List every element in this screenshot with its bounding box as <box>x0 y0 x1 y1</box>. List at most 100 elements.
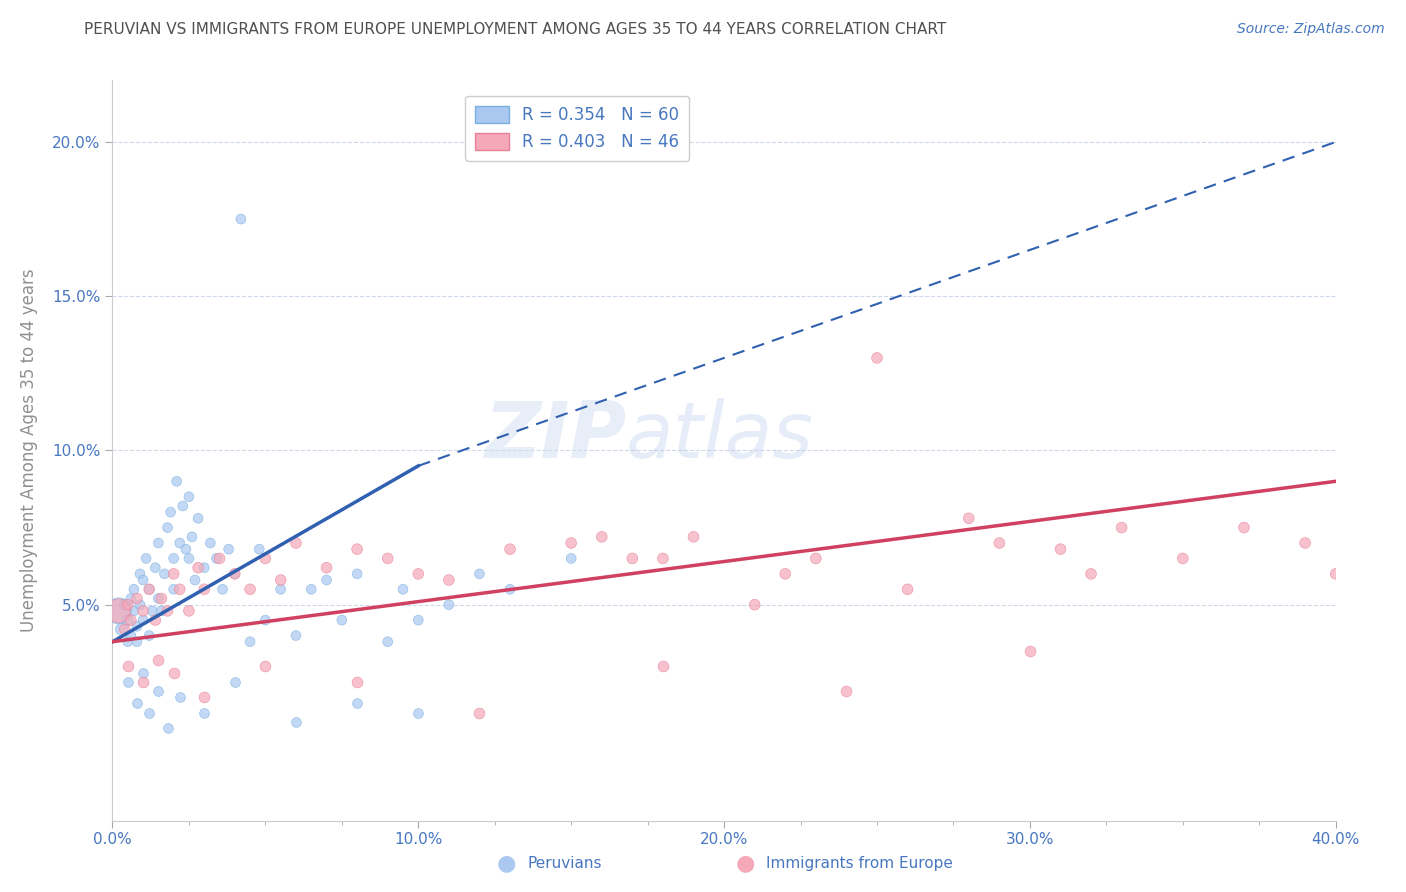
Point <box>330 613 353 627</box>
Point <box>150 604 173 618</box>
Point <box>437 573 460 587</box>
Point <box>169 690 191 705</box>
Point <box>377 551 399 566</box>
Point <box>560 536 582 550</box>
Point <box>150 591 173 606</box>
Point <box>148 536 170 550</box>
Point <box>117 674 139 689</box>
Point <box>270 582 292 597</box>
Point <box>205 551 228 566</box>
Point <box>163 551 186 566</box>
Point <box>169 536 191 550</box>
Point <box>224 566 246 581</box>
Point <box>117 659 139 673</box>
Point <box>172 499 194 513</box>
Point <box>132 665 155 680</box>
Point <box>897 582 920 597</box>
Text: atlas: atlas <box>626 398 814 474</box>
Point <box>129 566 152 581</box>
Point <box>284 536 308 550</box>
Point <box>132 674 155 689</box>
Point <box>129 598 152 612</box>
Point <box>177 490 200 504</box>
Point <box>392 582 415 597</box>
Point <box>193 706 215 720</box>
Point <box>177 551 200 566</box>
Point <box>346 697 368 711</box>
Point <box>184 573 207 587</box>
Point <box>682 530 704 544</box>
Point <box>254 551 277 566</box>
Point <box>621 551 644 566</box>
Point <box>1171 551 1194 566</box>
Point <box>224 674 246 689</box>
Point <box>159 505 181 519</box>
Point <box>125 591 148 606</box>
Point <box>138 628 160 642</box>
Point <box>132 573 155 587</box>
Point <box>499 582 522 597</box>
Point <box>107 604 129 618</box>
Point <box>377 634 399 648</box>
Point <box>122 582 145 597</box>
Point <box>775 566 797 581</box>
Point <box>211 582 233 597</box>
Point <box>143 613 166 627</box>
Point <box>315 573 337 587</box>
Point <box>346 542 368 557</box>
Point <box>284 628 308 642</box>
Point <box>866 351 889 365</box>
Point <box>148 653 170 667</box>
Point <box>117 634 139 648</box>
Point <box>284 714 308 729</box>
Point <box>125 619 148 633</box>
Point <box>254 659 277 673</box>
Point <box>346 566 368 581</box>
Point <box>218 542 240 557</box>
Point <box>120 591 142 606</box>
Point <box>148 684 170 698</box>
Point <box>125 697 148 711</box>
Point <box>156 520 179 534</box>
Point <box>187 560 209 574</box>
Point <box>229 212 252 227</box>
Point <box>591 530 613 544</box>
Point <box>141 604 163 618</box>
Point <box>120 628 142 642</box>
Point <box>143 560 166 574</box>
Point <box>107 604 129 618</box>
Point <box>652 659 675 673</box>
Point <box>148 591 170 606</box>
Point <box>163 566 186 581</box>
Point <box>270 573 292 587</box>
Point <box>125 634 148 648</box>
Point <box>193 690 215 705</box>
Point <box>254 613 277 627</box>
Point <box>169 582 191 597</box>
Point <box>200 536 222 550</box>
Point <box>117 613 139 627</box>
Point <box>111 623 134 637</box>
Point <box>156 721 179 735</box>
Point <box>560 551 582 566</box>
Point <box>114 623 136 637</box>
Point <box>132 604 155 618</box>
Point <box>224 566 246 581</box>
Point <box>299 582 322 597</box>
Point <box>153 566 176 581</box>
Point <box>652 551 675 566</box>
Y-axis label: Unemployment Among Ages 35 to 44 years: Unemployment Among Ages 35 to 44 years <box>21 268 38 632</box>
Point <box>163 665 186 680</box>
Point <box>135 551 157 566</box>
Text: Peruvians: Peruvians <box>527 856 602 871</box>
Point <box>187 511 209 525</box>
Point <box>346 674 368 689</box>
Point <box>408 706 430 720</box>
Point <box>138 582 160 597</box>
Point <box>114 598 136 612</box>
Point <box>1233 520 1256 534</box>
Point <box>315 560 337 574</box>
Point <box>835 684 858 698</box>
Point <box>166 475 188 489</box>
Point <box>468 566 491 581</box>
